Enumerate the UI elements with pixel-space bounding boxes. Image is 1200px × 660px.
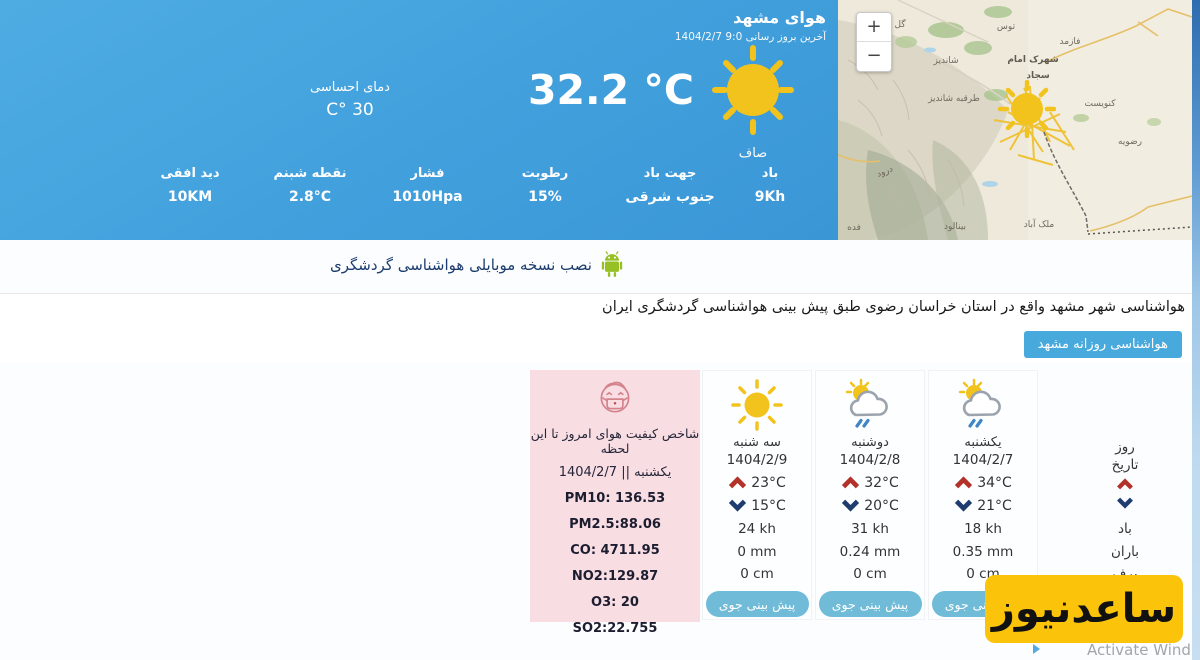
aqi-pm25: PM2.5:88.06 [569,517,661,532]
forecast-card-monday: دوشنبه 1404/2/8 32°C 20°C 31 kh 0.24 mm … [815,370,925,620]
chevron-down-icon [955,499,973,512]
day-date: 1404/2/7 [952,452,1014,468]
high-temp-row: 32°C [816,471,924,494]
forecast-section: شاخص کیفیت هوای امروز تا این لحظه یکشنبه… [0,363,1192,660]
intro-text: هواشناسی شهر مشهد واقع در استان خراسان ر… [602,299,1185,315]
map-label: فده [847,223,861,233]
map-label: طرقبه شاندیز [928,94,980,104]
low-temp-row: 15°C [703,494,811,517]
map-label: شهرک امام [1007,55,1059,65]
day-date: 1404/2/8 [839,452,901,468]
map-label: بینالود [943,222,967,232]
day-name: دوشنبه [851,435,889,450]
aqi-so2: SO2:22.755 [572,621,658,636]
aqi-title: شاخص کیفیت هوای امروز تا این لحظه [530,426,700,456]
day-snow: 0 cm [740,566,774,582]
day-wind: 24 kh [738,521,776,537]
chevron-down-icon [842,499,860,512]
aqi-no2: NO2:129.87 [571,569,659,584]
map-sun-marker [998,80,1056,138]
high-temp-row: 34°C [929,471,1037,494]
mask-face-icon [600,381,630,413]
day-name: یکشنبه [964,435,1002,450]
stat-wind: باد 9Kh [754,166,786,205]
weather-stats-row: باد 9Kh جهت باد جنوب شرقی رطوبت 15% فشار… [105,166,805,205]
day-rain: 0.24 mm [839,544,901,560]
aqi-o3: O3: 20 [591,595,639,610]
low-temp-row: 21°C [929,494,1037,517]
chevron-up-icon [1117,478,1133,490]
stat-visibility: دید افقی 10KM [160,166,220,205]
chevron-up-icon [842,476,860,489]
high-temp-row: 23°C [703,471,811,494]
current-weather-header: هوای مشهد آخرین بروز رسانی 9:0 1404/2/7 … [0,0,838,240]
map-label: فازمد [1059,37,1081,47]
city-map[interactable]: گل توس فازمد شاندیز شهرک امام سجاد طرقبه… [838,0,1192,240]
condition-label: صاف [738,146,768,161]
partly-cloudy-rain-icon [845,378,888,428]
chevron-down-icon [729,499,747,512]
legend-wind: باد [1118,521,1132,537]
forecast-card-tuesday: سه شنبه 1404/2/9 23°C 15°C 24 kh 0 mm 0 … [702,370,812,620]
air-quality-card: شاخص کیفیت هوای امروز تا این لحظه یکشنبه… [530,370,700,636]
stat-dew-point: نقطه شبنم 2.8°C [273,166,347,205]
day-rain: 0 mm [737,544,777,560]
stat-humidity: رطوبت 15% [521,166,569,205]
zoom-in-button[interactable]: + [857,13,891,42]
activate-windows-text: Activate Wind [1087,641,1191,659]
map-label: کنویست [1084,99,1116,109]
daily-weather-button[interactable]: هواشناسی روزانه مشهد [1023,331,1182,358]
feels-like-label: دمای احساسی [310,80,390,95]
partly-cloudy-rain-icon [958,378,1001,428]
intro-row: هواشناسی شهر مشهد واقع در استان خراسان ر… [0,294,1192,364]
forecast-detail-button[interactable]: پیش بینی جوی [818,591,922,617]
legend-rain: باران [1110,544,1140,560]
day-name: سه شنبه [733,435,781,450]
low-temp-row: 20°C [816,494,924,517]
legend-day: روز [1115,439,1135,455]
aqi-pm10: PM10: 136.53 [564,491,666,506]
sunny-icon [731,379,783,431]
aqi-date: یکشنبه || 1404/2/7 [558,465,672,480]
mobile-app-link-label: نصب نسخه موبایلی هواشناسی گردشگری [330,256,592,274]
page-title: هوای مشهد [733,8,826,27]
aqi-co: CO: 4711.95 [570,543,660,558]
app-banner: نصب نسخه موبایلی هواشناسی گردشگری [0,240,1192,294]
saednews-watermark: ساعدنیوز [985,575,1183,643]
map-label: رضویه [1118,137,1142,147]
android-icon [601,251,623,277]
sun-icon [712,45,794,135]
map-label: سجاد [1026,71,1050,81]
day-wind: 18 kh [964,521,1002,537]
zoom-out-button[interactable]: − [866,45,882,66]
day-date: 1404/2/9 [726,452,788,468]
day-rain: 0.35 mm [952,544,1014,560]
day-wind: 31 kh [851,521,889,537]
chevron-up-icon [955,476,973,489]
map-label: توس [996,22,1016,32]
last-update: آخرین بروز رسانی 9:0 1404/2/7 [674,31,826,43]
feels-like-value: 30 °C [326,100,374,120]
current-temperature: 32.2 °C [528,66,695,114]
slider-arrow-icon[interactable] [1033,644,1040,654]
map-label: گل [894,20,906,30]
legend-date: تاریخ [1111,457,1139,473]
forecast-detail-button[interactable]: پیش بینی جوی [705,591,809,617]
mobile-app-link[interactable]: نصب نسخه موبایلی هواشناسی گردشگری [330,250,625,280]
stat-pressure: فشار 1010Hpa [392,166,463,205]
page-scrollbar[interactable] [1192,0,1200,660]
map-label: ملک آباد [1023,220,1055,230]
chevron-up-icon [729,476,747,489]
map-terrain [838,0,1192,240]
day-snow: 0 cm [853,566,887,582]
map-label: شاندیز [933,56,959,66]
chevron-down-icon [1117,497,1133,509]
map-zoom-control: + − [856,12,892,72]
stat-wind-direction: جهت باد جنوب شرقی [625,166,715,205]
